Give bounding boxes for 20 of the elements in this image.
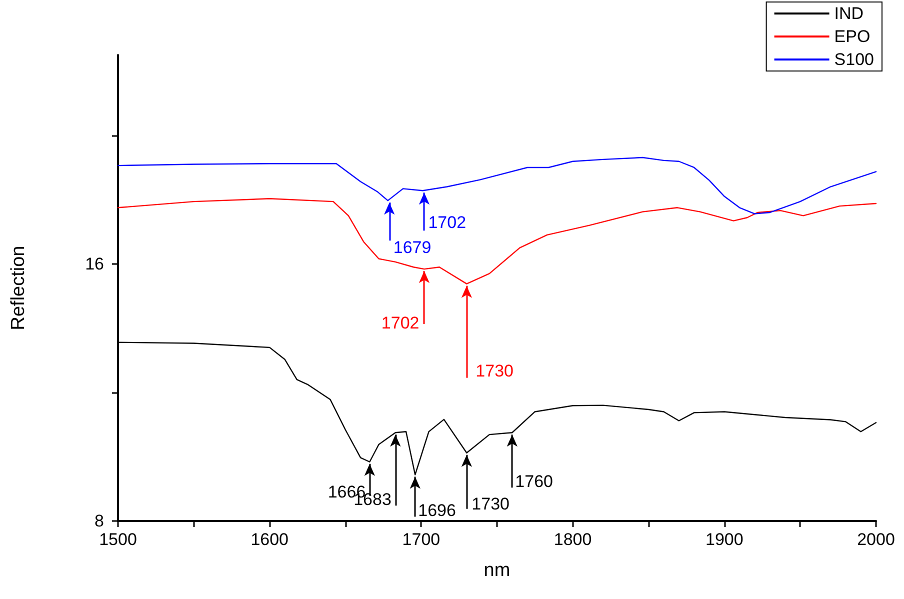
y-tick-label: 16 bbox=[85, 254, 104, 274]
annotation: 1679 bbox=[393, 238, 432, 258]
annotation: 1702 bbox=[428, 213, 466, 232]
x-tick-label: 1700 bbox=[402, 530, 440, 549]
annotation: 1760 bbox=[515, 472, 553, 492]
legend-label: EPO bbox=[834, 27, 870, 46]
x-tick-label: 1500 bbox=[99, 530, 137, 549]
x-tick-label: 1600 bbox=[250, 530, 289, 549]
y-tick-label: 8 bbox=[94, 512, 104, 530]
annotation: 1696 bbox=[418, 501, 456, 520]
x-tick-label: 2000 bbox=[857, 530, 895, 549]
annotation: 1730 bbox=[472, 494, 510, 514]
legend-label: IND bbox=[834, 4, 864, 23]
x-tick-label: 1900 bbox=[705, 530, 744, 549]
x-axis-title: nm bbox=[484, 560, 510, 581]
legend-label: S100 bbox=[834, 50, 874, 69]
x-tick-label: 1800 bbox=[554, 530, 592, 549]
y-axis-title: Reflection bbox=[8, 246, 29, 330]
annotation: 1702 bbox=[381, 314, 420, 333]
annotation: 1730 bbox=[476, 361, 514, 380]
